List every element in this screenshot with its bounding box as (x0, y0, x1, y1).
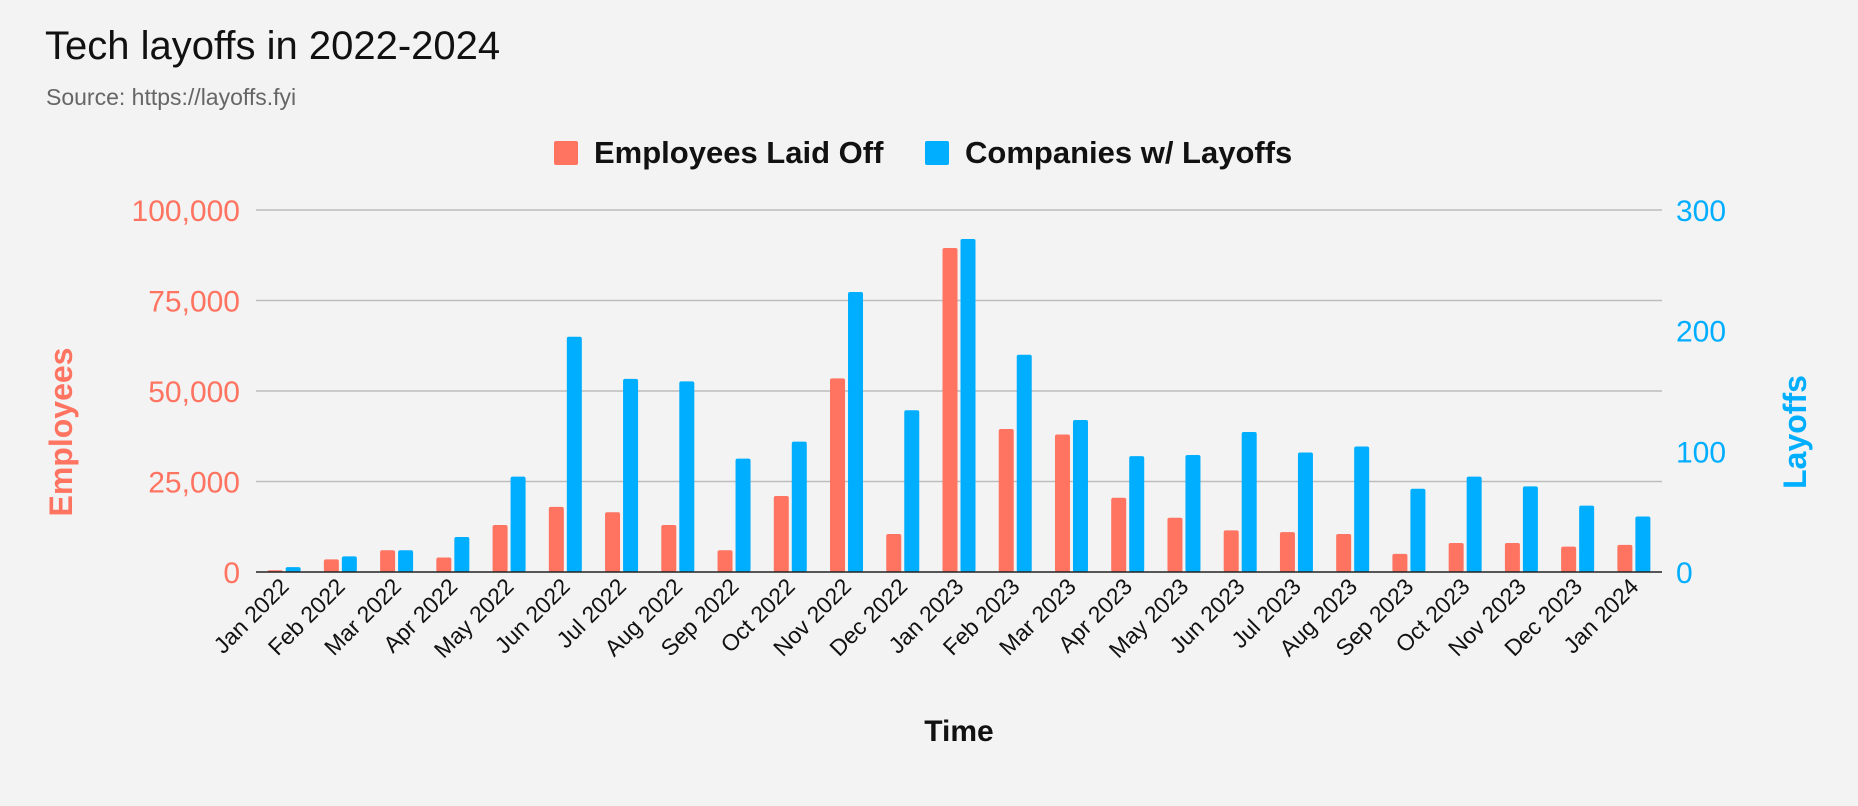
bar-employees-laid-off (717, 550, 733, 572)
bar-employees-laid-off (1279, 532, 1295, 572)
bar-companies-with-layoffs (1354, 446, 1370, 572)
bar-companies-with-layoffs (960, 238, 976, 572)
bar-employees-laid-off (998, 429, 1014, 572)
bar-employees-laid-off (1504, 543, 1520, 572)
bar-employees-laid-off (1561, 546, 1577, 572)
bar-companies-with-layoffs (904, 410, 920, 572)
legend-swatch-employees (554, 141, 578, 165)
y-axis-title-left: Employees (43, 348, 79, 517)
bar-companies-with-layoffs (1185, 454, 1201, 572)
bar-employees-laid-off (605, 512, 621, 572)
right-tick-label: 300 (1676, 195, 1726, 228)
y-axis-title-right: Layoffs (1777, 375, 1813, 489)
bar-employees-laid-off (830, 378, 846, 572)
bar-employees-laid-off (661, 524, 677, 572)
bar-employees-laid-off (942, 248, 958, 572)
left-tick-label: 25,000 (148, 467, 240, 500)
bar-employees-laid-off (1167, 517, 1183, 572)
gridlines (256, 209, 1662, 483)
bar-companies-with-layoffs (679, 381, 695, 572)
bar-employees-laid-off (1054, 434, 1070, 572)
chart-title: Tech layoffs in 2022-2024 (45, 24, 501, 68)
legend-label-companies: Companies w/ Layoffs (965, 135, 1292, 170)
bar-employees-laid-off (380, 550, 396, 572)
left-tick-label: 0 (223, 557, 240, 590)
bar-companies-with-layoffs (285, 567, 301, 572)
bar-companies-with-layoffs (1297, 452, 1313, 572)
bar-employees-laid-off (773, 495, 789, 572)
left-tick-label: 50,000 (148, 376, 240, 409)
x-axis-title: Time (924, 715, 993, 748)
right-axis-ticks: 0 100 200 300 (1676, 195, 1726, 590)
right-tick-label: 200 (1676, 316, 1726, 349)
left-tick-label: 100,000 (132, 195, 240, 228)
bar-companies-with-layoffs (1016, 354, 1032, 572)
bar-employees-laid-off (1617, 544, 1633, 572)
bar-companies-with-layoffs (1466, 476, 1482, 572)
bar-companies-with-layoffs (791, 441, 807, 572)
bar-employees-laid-off (436, 557, 452, 572)
bars (267, 238, 1651, 572)
bar-employees-laid-off (886, 533, 902, 572)
bar-companies-with-layoffs (1635, 516, 1651, 572)
bar-companies-with-layoffs (341, 556, 357, 572)
bar-companies-with-layoffs (510, 476, 526, 572)
bar-employees-laid-off (1223, 530, 1239, 572)
bar-companies-with-layoffs (1579, 505, 1595, 572)
bar-companies-with-layoffs (735, 458, 751, 572)
right-tick-label: 100 (1676, 436, 1726, 469)
left-axis-ticks: 0 25,000 50,000 75,000 100,000 (132, 195, 240, 590)
bar-employees-laid-off (1392, 553, 1408, 572)
bar-companies-with-layoffs (1072, 419, 1088, 572)
bar-companies-with-layoffs (623, 378, 639, 572)
bar-companies-with-layoffs (848, 292, 864, 572)
bar-companies-with-layoffs (398, 550, 414, 572)
bar-companies-with-layoffs (566, 336, 582, 572)
bar-employees-laid-off (1111, 497, 1127, 572)
bar-companies-with-layoffs (1522, 486, 1538, 572)
left-tick-label: 75,000 (148, 286, 240, 319)
legend-swatch-companies (925, 141, 949, 165)
bar-companies-with-layoffs (1241, 432, 1257, 572)
chart-subtitle: Source: https://layoffs.fyi (46, 84, 297, 110)
bar-employees-laid-off (492, 524, 508, 572)
bar-companies-with-layoffs (1410, 488, 1426, 572)
bar-employees-laid-off (1336, 533, 1352, 572)
bar-employees-laid-off (1448, 543, 1464, 572)
bar-companies-with-layoffs (1129, 456, 1145, 572)
bar-employees-laid-off (323, 559, 339, 572)
legend-label-employees: Employees Laid Off (594, 135, 884, 170)
bar-companies-with-layoffs (454, 537, 470, 572)
bar-employees-laid-off (548, 506, 564, 572)
right-tick-label: 0 (1676, 557, 1693, 590)
legend: Employees Laid Off Companies w/ Layoffs (554, 135, 1292, 170)
